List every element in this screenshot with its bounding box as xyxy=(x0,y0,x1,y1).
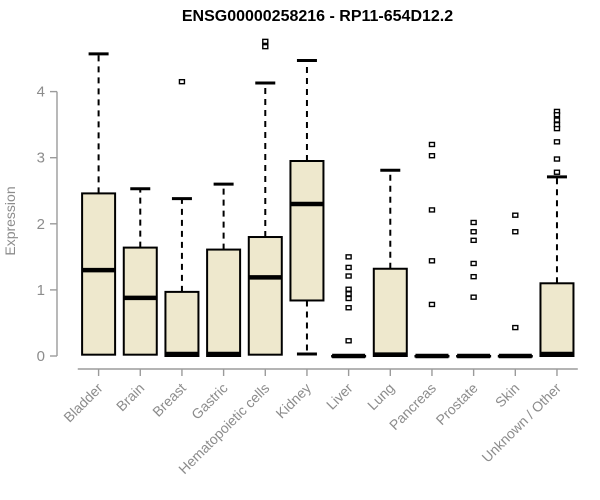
y-tick-label: 0 xyxy=(37,348,45,365)
outlier-point xyxy=(553,112,561,118)
iqr-box xyxy=(372,267,408,357)
y-tick-label: 2 xyxy=(37,216,45,233)
outlier-point xyxy=(345,291,352,297)
outlier-point xyxy=(470,237,477,244)
outlier-point xyxy=(512,229,519,235)
iqr-box xyxy=(206,248,242,357)
outlier-point xyxy=(345,254,352,260)
x-tick-label: Liver xyxy=(323,380,356,413)
outlier-point xyxy=(470,273,477,280)
outlier-point xyxy=(262,43,269,50)
y-tick-label: 3 xyxy=(37,150,45,167)
outlier-point xyxy=(512,324,519,331)
outlier-point xyxy=(345,273,352,279)
outlier-point xyxy=(428,141,436,148)
outlier-point xyxy=(553,139,561,145)
outlier-point xyxy=(428,153,436,159)
outlier-point xyxy=(553,125,561,132)
outlier-point xyxy=(262,38,269,45)
outlier-point xyxy=(470,229,477,235)
outlier-point xyxy=(345,264,352,271)
y-tick-label: 4 xyxy=(37,84,45,101)
outlier-point xyxy=(470,294,477,300)
outlier-point xyxy=(345,305,352,311)
outlier-point xyxy=(428,258,436,264)
outlier-point xyxy=(428,207,436,213)
outlier-point xyxy=(345,295,352,302)
x-tick-label: Kidney xyxy=(272,380,314,422)
outlier-point xyxy=(553,156,561,162)
x-tick-label: Brain xyxy=(113,380,147,414)
x-tick-label: Unknown / Other xyxy=(478,380,564,466)
x-tick-label: Skin xyxy=(492,380,523,411)
iqr-box xyxy=(164,290,200,357)
outlier-point xyxy=(345,338,352,344)
outlier-point xyxy=(553,117,561,123)
y-axis-label: Expression xyxy=(2,186,18,256)
outlier-point xyxy=(470,260,477,267)
outlier-point xyxy=(428,301,436,308)
x-tick-label: Lung xyxy=(364,380,397,413)
outlier-point xyxy=(553,169,561,175)
outlier-point xyxy=(345,286,352,292)
x-tick-label: Breast xyxy=(149,380,189,420)
iqr-box xyxy=(122,246,158,356)
x-tick-label: Bladder xyxy=(60,380,106,426)
outlier-point xyxy=(178,78,186,85)
chart-title: ENSG00000258216 - RP11-654D12.2 xyxy=(181,8,454,25)
outlier-point xyxy=(512,212,519,218)
iqr-box xyxy=(81,192,117,356)
iqr-box xyxy=(247,236,283,356)
iqr-box xyxy=(289,160,325,302)
outlier-point xyxy=(470,219,477,226)
y-tick-label: 1 xyxy=(37,282,45,299)
x-tick-label: Prostate xyxy=(433,380,481,428)
iqr-box xyxy=(539,282,575,358)
